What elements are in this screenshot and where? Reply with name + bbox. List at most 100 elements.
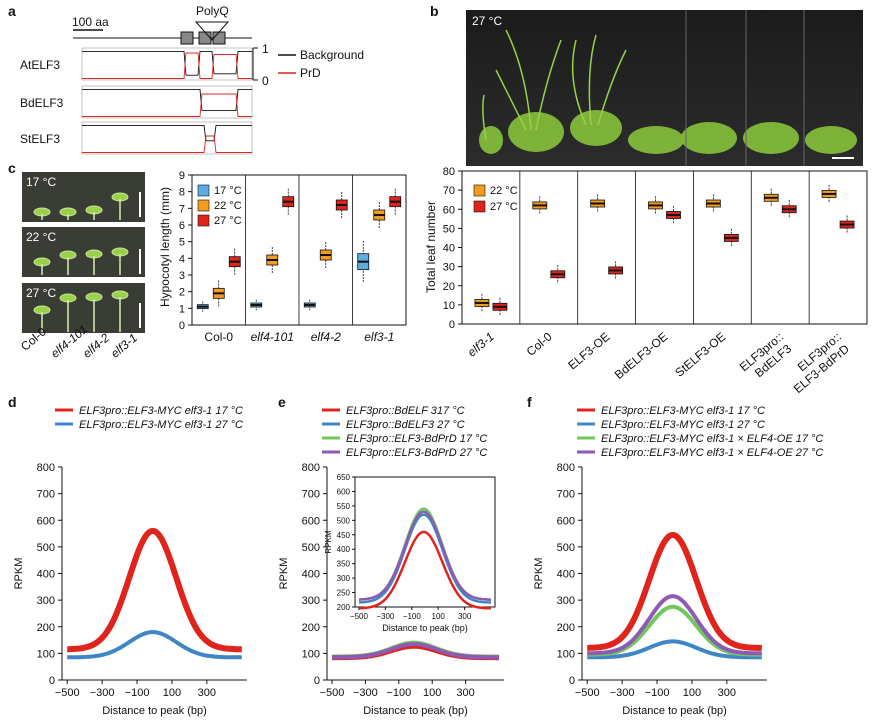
x-tick-label: 300 [198,687,216,699]
y-tick-label: 20 [443,281,455,293]
legend-label: ELF3pro::ELF3-MYC elf3-1 17 °C [601,405,765,417]
inset-x-label: Distance to peak (bp) [382,623,468,633]
y-tick-label: 400 [302,569,320,581]
prd-trace [82,52,252,79]
y-tick-label: 0 [49,675,55,687]
y-tick-label: 700 [37,489,55,501]
category-label: elf3-1 [364,330,394,344]
y-tick-label: 40 [443,243,455,255]
inset-y-tick-label: 300 [337,574,351,583]
y-tick-label: 1 [179,303,185,315]
inset-y-tick-label: 400 [337,545,351,554]
x-axis-label: Distance to peak (bp) [622,705,727,717]
y-tick-label: 0 [179,320,185,332]
series-line-3 [587,594,762,656]
y-tick-label: 500 [37,542,55,554]
category-label: elf4-2 [311,330,341,344]
y-tick-label: 800 [302,462,320,474]
legend-swatch [473,184,486,197]
inset-series-1 [359,513,491,604]
track-box [81,121,253,155]
row-label-stelf3: StELF3 [20,132,61,146]
inset-y-tick-label: 450 [337,531,351,540]
x-tick-label: 300 [456,687,474,699]
y-tick-label: 100 [557,648,575,660]
legend-label: 27 °C [490,201,518,213]
y-tick-label: 300 [37,595,55,607]
legend-label: ELF3pro::ELF3-BdPrD 17 °C [346,433,487,445]
series-line-0 [66,527,243,653]
inset-series-0 [358,530,491,610]
inset-x-tick-label: −100 [403,612,422,621]
x-tick-label: −100 [125,687,150,699]
panel-label-f: f [527,394,532,410]
y-tick-label: 600 [302,515,320,527]
y-tick-label: 500 [302,542,320,554]
plant-photo-27c: 27 °C [466,10,863,166]
rpkm-chart-f: 0 100 200 300 400 500 600 700 800 −500 −300 −100 100… [533,405,823,717]
axis-bottom-label: 0 [262,74,269,88]
panel-a-figure [73,21,296,155]
photo-27c-label: 27 °C [26,286,57,300]
x-tick-label: −100 [645,687,670,699]
x-tick-label: −500 [55,687,80,699]
legend-label: ELF3pro::ELF3-MYC elf3-1 27 °C [79,419,243,431]
row-label-bdelf3: BdELF3 [20,96,64,110]
photo-temp-label: 27 °C [472,14,503,28]
leaf-number-chart: 0 10 20 30 40 50 60 70 80 22 °C 27 °C elf3-1 Col-0 EL… [443,166,868,395]
y-tick-label: 700 [302,489,320,501]
rpkm-chart-d: 0 100 200 300 400 500 600 700 800 −500 −300 −100 100… [13,405,247,717]
y-tick-label: 400 [37,569,55,581]
y-tick-label: 700 [557,489,575,501]
track-box [81,47,253,81]
inset-y-tick-label: 200 [337,603,351,612]
photo-22c-label: 22 °C [26,230,57,244]
inset-x-tick-label: −300 [376,612,395,621]
hypocotyl-ylabel: Hypocotyl length (mm) [158,186,172,308]
axis-top-label: 1 [262,42,269,56]
inset-x-tick-label: −500 [350,612,369,621]
x-tick-label: −300 [90,687,115,699]
series-line-1 [67,630,242,660]
legend-swatch [197,214,210,227]
legend-swatch [197,184,210,197]
x-tick-label: −500 [575,687,600,699]
y-tick-label: 300 [302,595,320,607]
series-line-0 [586,531,763,651]
legend-swatch [473,200,486,213]
x-axis-label: Distance to peak (bp) [363,705,468,717]
legend-label: 22 °C [214,200,242,212]
inset-y-tick-label: 600 [337,487,351,496]
legend-label: ELF3pro::BdELF3 27 °C [346,419,465,431]
y-tick-label: 5 [179,237,185,249]
background-trace [82,124,252,142]
y-tick-label: 600 [557,515,575,527]
y-tick-label: 800 [557,462,575,474]
y-tick-label: 6 [179,220,185,232]
rpkm-chart-e: 0 100 200 300 400 500 600 700 800 −500 −300 −100 100… [278,405,504,717]
y-tick-label: 500 [557,542,575,554]
y-tick-label: 3 [179,270,185,282]
prd-trace [82,93,252,117]
legend-background: Background [300,48,365,62]
y-tick-label: 70 [443,185,455,197]
panel-label-d: d [8,394,17,410]
legend-label: 22 °C [490,185,518,197]
polyq-box [212,31,226,45]
series-line-3 [331,642,500,660]
y-tick-label: 0 [569,675,575,687]
category-label: ELF3-OE [565,330,612,373]
legend-label: 27 °C [214,215,242,227]
y-tick-label: 4 [179,253,185,265]
scale-label: 100 aa [72,15,109,29]
y-tick-label: 9 [179,170,185,182]
category-label: StELF3-OE [672,330,728,380]
x-axis-label: Distance to peak (bp) [102,705,207,717]
y-tick-label: 300 [557,595,575,607]
x-tick-label: 100 [423,687,441,699]
inset-frame [354,476,496,608]
legend-label: ELF3pro::ELF3-MYC elf3-1 × ELF4-OE 17 °C [601,433,823,445]
legend-swatch [197,199,210,212]
background-trace [82,50,252,76]
y-axis-label: RPKM [13,558,25,590]
